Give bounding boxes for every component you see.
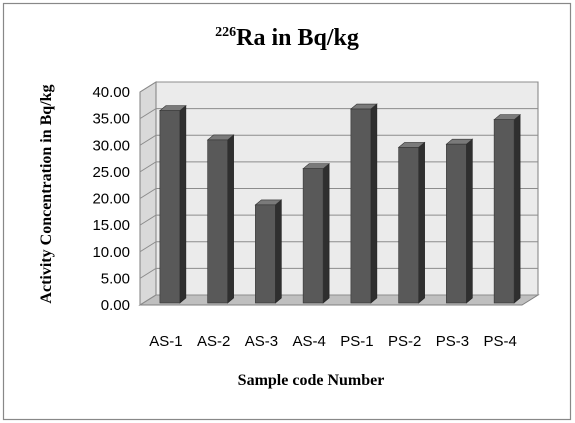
bar-side bbox=[179, 104, 187, 304]
bar-front bbox=[255, 204, 276, 304]
y-tick-label: 0.00 bbox=[101, 297, 130, 314]
x-tick-label: PS-1 bbox=[340, 333, 373, 350]
bar-front bbox=[159, 110, 181, 304]
x-tick-label: PS-2 bbox=[388, 333, 421, 350]
y-axis-title: Activity Concentration in Bq/kg bbox=[38, 84, 55, 303]
bar bbox=[350, 103, 378, 304]
plot-area bbox=[138, 81, 540, 306]
bar-front bbox=[398, 147, 419, 304]
y-tick-label: 40.00 bbox=[92, 84, 130, 101]
bar bbox=[159, 104, 187, 304]
gridline bbox=[139, 134, 538, 146]
y-tick-label: 25.00 bbox=[92, 164, 130, 181]
x-tick-label: AS-2 bbox=[197, 333, 230, 350]
chart-title: 226Ra in Bq/kg bbox=[215, 25, 359, 51]
gridline bbox=[139, 108, 538, 120]
bar-side bbox=[275, 199, 282, 304]
floor bbox=[138, 294, 540, 306]
bar bbox=[302, 163, 330, 304]
bar bbox=[445, 138, 474, 304]
y-tick-label: 10.00 bbox=[92, 244, 130, 261]
bar-front bbox=[302, 168, 324, 304]
bar-side bbox=[466, 138, 473, 304]
y-tick-label: 15.00 bbox=[92, 217, 130, 234]
y-tick-label: 20.00 bbox=[92, 191, 130, 208]
bar-front bbox=[207, 139, 228, 304]
x-tick-label: PS-3 bbox=[436, 333, 469, 350]
x-axis-ticks: AS-1 AS-2 AS-3 AS-4 PS-1 PS-2 PS-3 PS-4 bbox=[149, 333, 517, 350]
bar-side bbox=[370, 103, 378, 304]
bar bbox=[206, 134, 235, 304]
bar-front bbox=[493, 119, 515, 304]
x-tick-label: AS-1 bbox=[149, 333, 182, 350]
bar bbox=[397, 141, 426, 304]
gridline bbox=[139, 81, 538, 93]
x-tick-label: AS-4 bbox=[292, 333, 325, 350]
x-axis-title: Sample code Number bbox=[238, 372, 385, 389]
bar-side bbox=[322, 163, 330, 304]
y-tick-label: 30.00 bbox=[92, 137, 130, 154]
y-tick-label: 5.00 bbox=[101, 270, 130, 287]
bars bbox=[159, 103, 521, 304]
chart-title-main: Ra in Bq/kg bbox=[236, 25, 359, 51]
x-tick-label: PS-4 bbox=[483, 333, 516, 350]
y-axis-ticks: 0.00 5.00 10.00 15.00 20.00 25.00 30.00 35.00 40… bbox=[92, 84, 130, 314]
bar bbox=[493, 114, 521, 304]
chart-title-superscript: 226 bbox=[215, 25, 236, 40]
bar-side bbox=[227, 134, 234, 304]
bar-side bbox=[513, 114, 521, 304]
bar-front bbox=[350, 108, 372, 304]
x-tick-label: AS-3 bbox=[245, 333, 278, 350]
bar-front bbox=[446, 143, 467, 304]
y-tick-label: 35.00 bbox=[92, 111, 130, 128]
bar bbox=[254, 199, 283, 304]
bar-side bbox=[418, 141, 425, 304]
